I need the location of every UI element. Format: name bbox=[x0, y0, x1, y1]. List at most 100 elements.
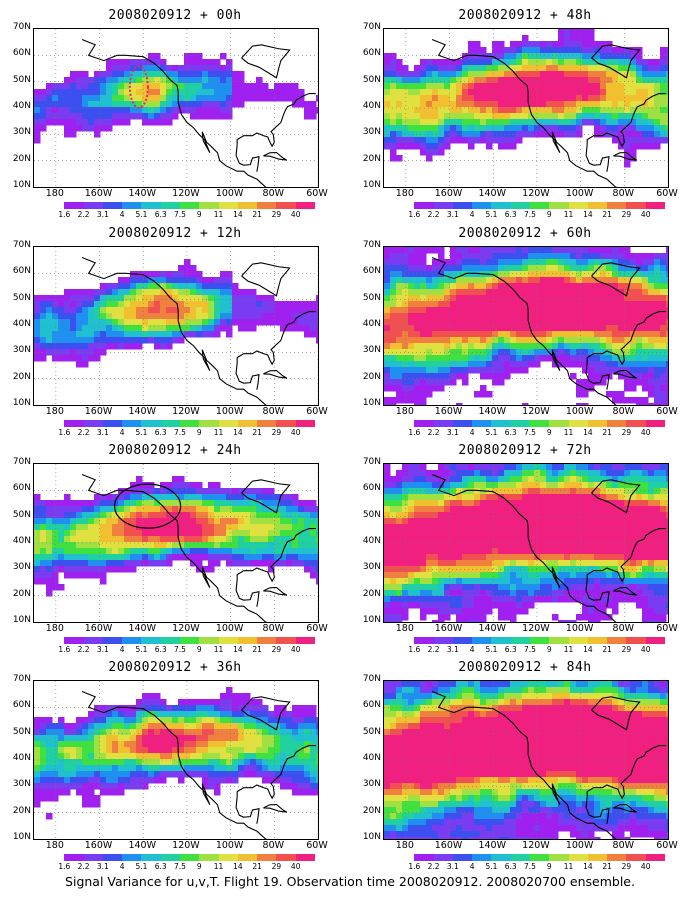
variance-cell bbox=[528, 560, 535, 567]
colorbar-swatch bbox=[257, 420, 277, 427]
variance-cell bbox=[516, 343, 523, 350]
variance-cell bbox=[546, 101, 553, 108]
variance-cell bbox=[402, 584, 409, 591]
variance-cell bbox=[148, 536, 155, 543]
variance-cell bbox=[492, 476, 499, 483]
variance-cell bbox=[498, 113, 505, 120]
variance-cell bbox=[630, 301, 637, 308]
variance-cell bbox=[414, 554, 421, 561]
variance-cell bbox=[88, 101, 95, 108]
variance-cell bbox=[172, 295, 179, 302]
variance-cell bbox=[636, 83, 643, 90]
variance-cell bbox=[208, 524, 215, 531]
variance-cell bbox=[148, 301, 155, 308]
x-tick-label: 60W bbox=[656, 406, 678, 417]
variance-cell bbox=[390, 614, 397, 621]
variance-cell bbox=[564, 107, 571, 114]
variance-cell bbox=[136, 283, 143, 290]
variance-cell bbox=[660, 355, 667, 362]
variance-cell bbox=[184, 512, 191, 519]
variance-cell bbox=[426, 530, 433, 537]
variance-cell bbox=[546, 295, 553, 302]
variance-cell bbox=[600, 524, 607, 531]
variance-cell bbox=[52, 578, 59, 585]
variance-cell bbox=[184, 265, 191, 272]
variance-cell bbox=[402, 596, 409, 603]
variance-cell bbox=[208, 295, 215, 302]
variance-cell bbox=[118, 554, 125, 561]
variance-cell bbox=[64, 119, 71, 126]
variance-cell bbox=[570, 89, 577, 96]
variance-cell bbox=[384, 59, 391, 66]
variance-cell bbox=[492, 313, 499, 320]
variance-cell bbox=[256, 530, 263, 537]
variance-cell bbox=[250, 506, 257, 513]
variance-cell bbox=[94, 295, 101, 302]
variance-cell bbox=[384, 53, 391, 60]
variance-cell bbox=[414, 566, 421, 573]
variance-cell bbox=[660, 283, 667, 290]
variance-cell bbox=[172, 277, 179, 284]
variance-cell bbox=[582, 259, 589, 266]
variance-cell bbox=[384, 143, 391, 150]
variance-cell bbox=[118, 59, 125, 66]
variance-cell bbox=[88, 518, 95, 525]
variance-cell bbox=[82, 500, 89, 507]
variance-cell bbox=[298, 301, 305, 308]
variance-cell bbox=[588, 253, 595, 260]
variance-cell bbox=[444, 313, 451, 320]
variance-cell bbox=[588, 482, 595, 489]
variance-cell bbox=[408, 494, 415, 501]
variance-cell bbox=[250, 512, 257, 519]
variance-cell bbox=[94, 572, 101, 579]
variance-cell bbox=[46, 524, 53, 531]
variance-cell bbox=[396, 343, 403, 350]
variance-cell bbox=[516, 65, 523, 72]
variance-cell bbox=[316, 331, 318, 338]
variance-cell bbox=[304, 530, 311, 537]
variance-cell bbox=[570, 524, 577, 531]
variance-cell bbox=[660, 584, 667, 591]
variance-cell bbox=[630, 277, 637, 284]
variance-cell bbox=[52, 101, 59, 108]
variance-cell bbox=[58, 349, 65, 356]
variance-cell bbox=[462, 560, 469, 567]
variance-cell bbox=[208, 518, 215, 525]
variance-cell bbox=[444, 596, 451, 603]
variance-cell bbox=[612, 524, 619, 531]
variance-cell bbox=[408, 265, 415, 272]
variance-cell bbox=[58, 548, 65, 555]
variance-cell bbox=[468, 464, 475, 471]
variance-cell bbox=[534, 265, 541, 272]
variance-cell bbox=[474, 355, 481, 362]
variance-cell bbox=[666, 313, 668, 320]
variance-cell bbox=[582, 253, 589, 260]
variance-cell bbox=[666, 373, 668, 380]
variance-cell bbox=[630, 325, 637, 332]
variance-cell bbox=[408, 512, 415, 519]
variance-cell bbox=[480, 602, 487, 609]
variance-cell bbox=[426, 113, 433, 120]
variance-cell bbox=[214, 494, 221, 501]
variance-cell bbox=[528, 578, 535, 585]
variance-cell bbox=[214, 83, 221, 90]
variance-cell bbox=[540, 470, 547, 477]
variance-cell bbox=[588, 554, 595, 561]
variance-cell bbox=[112, 301, 119, 308]
panel-title: 2008020912 + 24h bbox=[108, 443, 242, 458]
colorbar-label: 29 bbox=[621, 210, 632, 219]
variance-cell bbox=[444, 71, 451, 78]
colorbar-label: 21 bbox=[602, 210, 612, 219]
variance-cell bbox=[570, 530, 577, 537]
variance-cell bbox=[444, 77, 451, 84]
variance-cell bbox=[630, 355, 637, 362]
variance-cell bbox=[58, 584, 65, 591]
variance-cell bbox=[594, 578, 601, 585]
variance-cell bbox=[154, 325, 161, 332]
variance-cell bbox=[468, 518, 475, 525]
variance-cell bbox=[148, 59, 155, 66]
variance-cell bbox=[34, 536, 41, 543]
colorbar-label: 9 bbox=[196, 645, 202, 654]
variance-cell bbox=[660, 608, 667, 615]
variance-cell bbox=[630, 530, 637, 537]
